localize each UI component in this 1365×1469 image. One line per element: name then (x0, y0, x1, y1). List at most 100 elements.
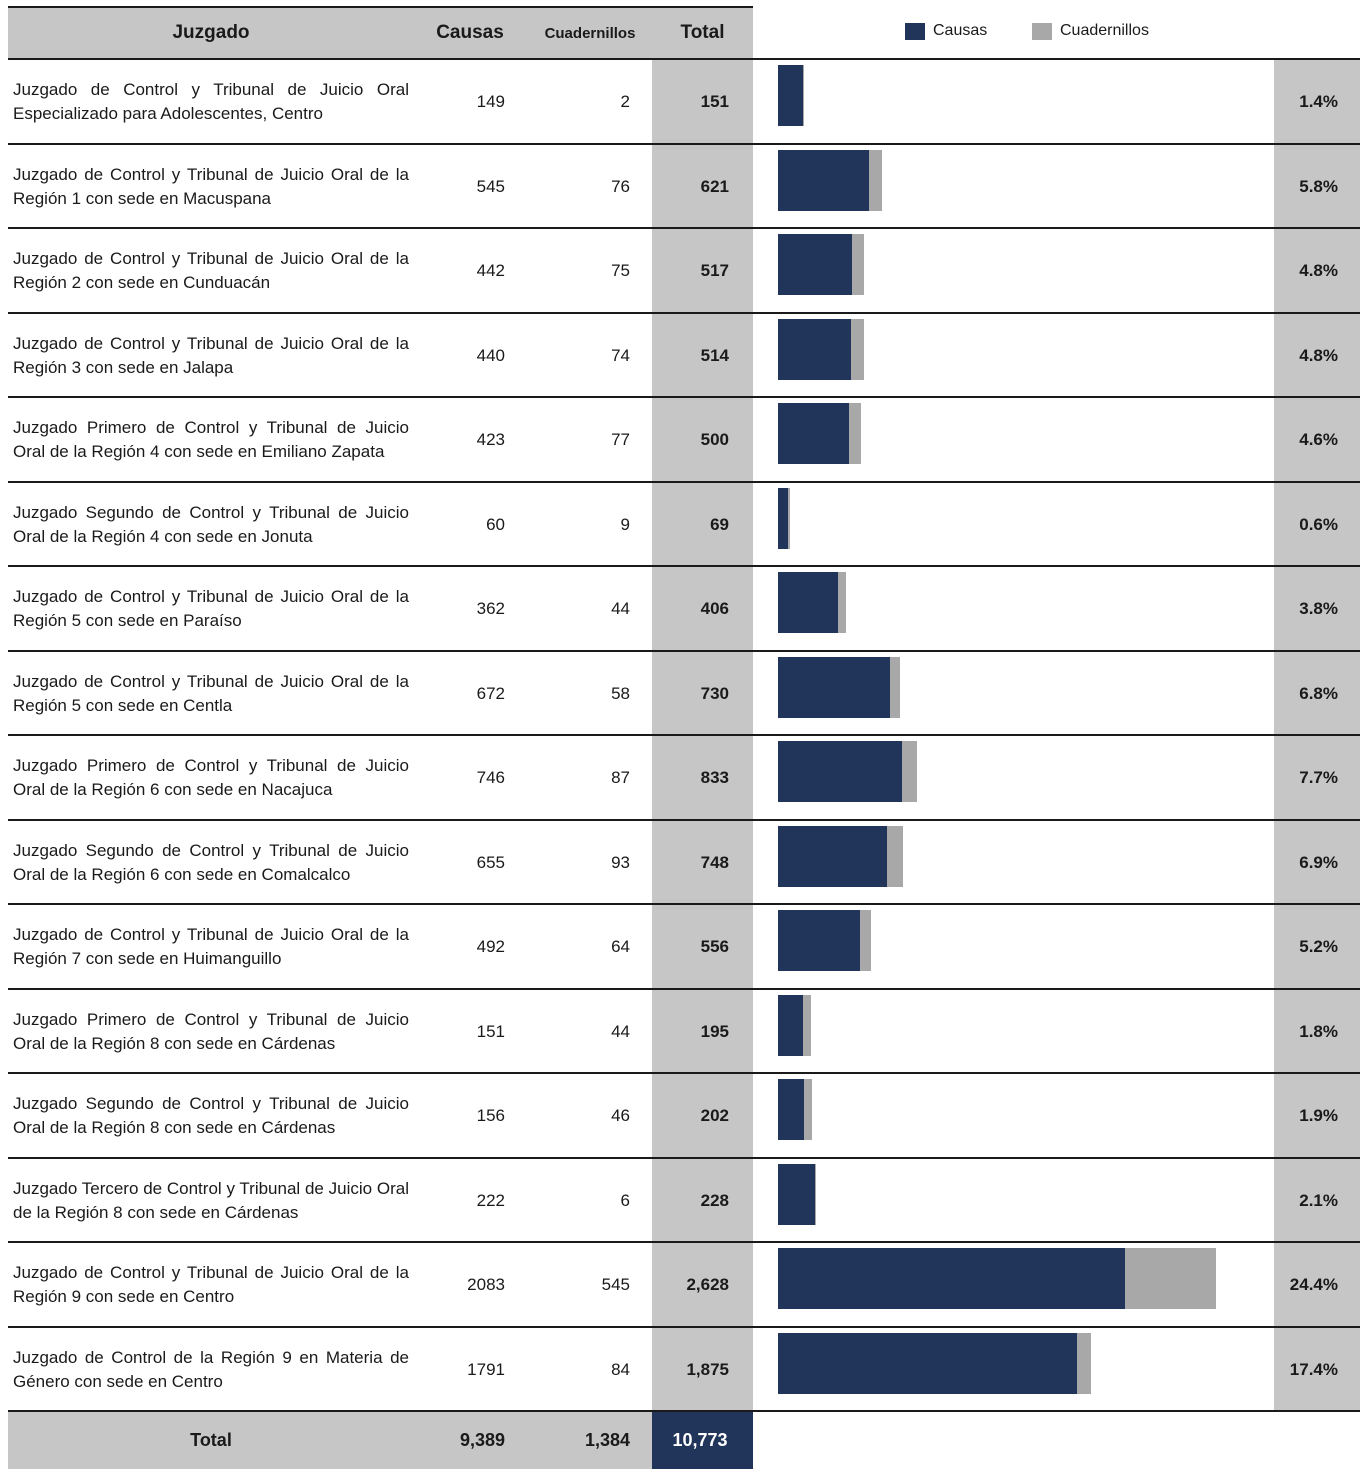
row-causas: 545 (476, 177, 505, 196)
bar-cuadernillos (887, 826, 903, 887)
row-divider (8, 1241, 1360, 1243)
legend-cuadernillos-swatch (1032, 22, 1052, 40)
row-cuadernillos: 2 (620, 92, 630, 111)
row-cuadernillos: 74 (611, 346, 630, 365)
bar-causas (778, 995, 804, 1056)
table-row: Juzgado de Control y Tribunal de Juicio … (0, 229, 1365, 313)
row-juzgado-cell: Juzgado de Control y Tribunal de Juicio … (13, 1243, 409, 1327)
row-juzgado-name: Juzgado Tercero de Control y Tribunal de… (13, 1179, 409, 1222)
row-causas: 746 (476, 768, 505, 787)
row-juzgado-name: Juzgado de Control de la Región 9 en Mat… (13, 1348, 409, 1391)
row-cuadernillos: 64 (611, 937, 630, 956)
row-divider (8, 481, 1360, 483)
bar-causas (778, 1248, 1126, 1309)
row-total: 730 (700, 684, 729, 703)
table-row: Juzgado de Control y Tribunal de Juicio … (0, 60, 1365, 144)
table-row: Juzgado de Control de la Región 9 en Mat… (0, 1328, 1365, 1412)
row-cuadernillos: 44 (611, 599, 630, 618)
table-row: Juzgado Segundo de Control y Tribunal de… (0, 821, 1365, 905)
bar-cuadernillos (1076, 1333, 1091, 1394)
row-causas: 1791 (467, 1360, 505, 1379)
row-percent: 17.4% (1289, 1360, 1338, 1379)
row-percent: 2.1% (1299, 1191, 1338, 1210)
table-row: Juzgado de Control y Tribunal de Juicio … (0, 905, 1365, 989)
header-total: Total (680, 22, 725, 43)
row-causas: 222 (476, 1191, 505, 1210)
row-juzgado-cell: Juzgado de Control y Tribunal de Juicio … (13, 652, 409, 736)
row-juzgado-cell: Juzgado de Control y Tribunal de Juicio … (13, 60, 409, 144)
bar-causas (778, 826, 888, 887)
row-juzgado-cell: Juzgado de Control de la Región 9 en Mat… (13, 1328, 409, 1412)
row-causas: 672 (476, 684, 505, 703)
row-divider (8, 1157, 1360, 1159)
table-row: Juzgado Primero de Control y Tribunal de… (0, 736, 1365, 820)
bar-cuadernillos (1125, 1248, 1217, 1309)
row-juzgado-cell: Juzgado de Control y Tribunal de Juicio … (13, 567, 409, 651)
row-total: 517 (700, 261, 729, 280)
row-total: 1,875 (686, 1360, 729, 1379)
row-divider (8, 988, 1360, 990)
legend-causas: Causas (905, 22, 987, 40)
bar-cuadernillos (848, 403, 862, 464)
row-cuadernillos: 44 (611, 1022, 630, 1041)
row-divider (8, 396, 1360, 398)
row-causas: 655 (476, 853, 505, 872)
row-divider (8, 565, 1360, 567)
row-divider (8, 312, 1360, 314)
row-total: 202 (700, 1106, 729, 1125)
table-row: Juzgado de Control y Tribunal de Juicio … (0, 145, 1365, 229)
row-juzgado-name: Juzgado Primero de Control y Tribunal de… (13, 1010, 409, 1053)
row-total: 228 (700, 1191, 729, 1210)
bar-causas (778, 572, 839, 633)
row-juzgado-name: Juzgado de Control y Tribunal de Juicio … (13, 587, 409, 630)
row-total: 833 (700, 768, 729, 787)
row-total: 69 (710, 515, 729, 534)
header-bottom-rule (8, 58, 1360, 60)
bar-cuadernillos (803, 995, 811, 1056)
row-percent: 0.6% (1299, 515, 1338, 534)
table-header-background (8, 8, 753, 58)
row-juzgado-cell: Juzgado Primero de Control y Tribunal de… (13, 990, 409, 1074)
bar-causas (778, 488, 788, 549)
row-juzgado-name: Juzgado de Control y Tribunal de Juicio … (13, 1263, 409, 1306)
row-cuadernillos: 46 (611, 1106, 630, 1125)
row-total: 514 (700, 346, 729, 365)
bar-cuadernillos (851, 234, 865, 295)
row-causas: 440 (476, 346, 505, 365)
row-cuadernillos: 9 (620, 515, 630, 534)
row-causas: 149 (476, 92, 505, 111)
row-cuadernillos: 75 (611, 261, 630, 280)
row-cuadernillos: 77 (611, 430, 630, 449)
bar-cuadernillos (890, 657, 900, 718)
row-percent: 5.8% (1299, 177, 1338, 196)
row-percent: 4.8% (1299, 346, 1338, 365)
row-causas: 2083 (467, 1275, 505, 1294)
row-juzgado-cell: Juzgado Tercero de Control y Tribunal de… (13, 1159, 409, 1243)
row-divider (8, 227, 1360, 229)
row-divider (8, 143, 1360, 145)
row-juzgado-name: Juzgado de Control y Tribunal de Juicio … (13, 334, 409, 377)
row-juzgado-name: Juzgado Segundo de Control y Tribunal de… (13, 1094, 409, 1137)
footer-background (8, 1412, 652, 1469)
row-percent: 3.8% (1299, 599, 1338, 618)
bar-causas (778, 65, 803, 126)
row-divider (8, 819, 1360, 821)
table-row: Juzgado de Control y Tribunal de Juicio … (0, 567, 1365, 651)
row-juzgado-cell: Juzgado de Control y Tribunal de Juicio … (13, 314, 409, 398)
footer-cuadernillos: 1,384 (584, 1430, 630, 1450)
row-juzgado-cell: Juzgado Segundo de Control y Tribunal de… (13, 1074, 409, 1158)
row-cuadernillos: 87 (611, 768, 630, 787)
row-total: 556 (700, 937, 729, 956)
table-row: Juzgado Primero de Control y Tribunal de… (0, 990, 1365, 1074)
footer-causas: 9,389 (459, 1430, 505, 1450)
row-causas: 423 (476, 430, 505, 449)
row-percent: 7.7% (1299, 768, 1338, 787)
row-percent: 5.2% (1299, 937, 1338, 956)
row-cuadernillos: 6 (620, 1191, 630, 1210)
header-top-rule (8, 6, 753, 8)
bar-cuadernillos (815, 1164, 817, 1225)
bar-causas (778, 150, 869, 211)
row-causas: 362 (476, 599, 505, 618)
row-divider (8, 650, 1360, 652)
row-juzgado-cell: Juzgado de Control y Tribunal de Juicio … (13, 229, 409, 313)
